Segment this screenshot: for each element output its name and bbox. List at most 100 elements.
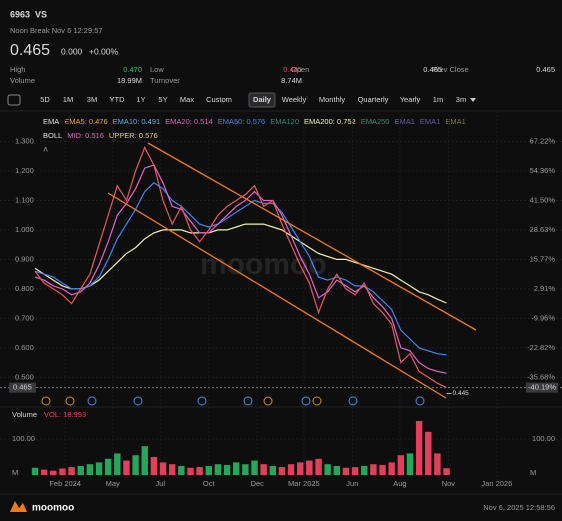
collapse-icon[interactable]: ˄ xyxy=(43,144,48,154)
volume-bar xyxy=(260,464,267,475)
trend-line xyxy=(147,142,477,331)
volume-bar xyxy=(114,453,121,475)
y-tick-label: 1.200 xyxy=(15,166,34,175)
selected-highlight xyxy=(248,92,276,108)
quote-value: 8.74M xyxy=(281,76,302,85)
volume-unit: M xyxy=(530,468,536,477)
x-tick-label: Nov xyxy=(442,479,456,488)
event-icon[interactable] xyxy=(348,396,358,406)
volume-bar xyxy=(269,466,276,475)
volume-bar xyxy=(242,464,249,475)
volume-bar xyxy=(59,468,66,475)
volume-bar xyxy=(68,467,75,475)
volume-bar xyxy=(40,469,48,475)
quote-label: Volume xyxy=(10,76,35,85)
last-price-label: 0.465 xyxy=(13,383,32,392)
last-pct-label: -40.19% xyxy=(528,383,556,392)
event-icon[interactable] xyxy=(301,396,311,406)
volume-bar xyxy=(232,462,240,475)
volume-bar xyxy=(178,466,185,475)
volume-bar xyxy=(278,467,286,475)
event-icon[interactable] xyxy=(41,396,51,406)
volume-bar xyxy=(333,466,341,475)
interval-button[interactable]: Monthly xyxy=(319,95,346,104)
y2-tick-label: 2.91% xyxy=(534,284,556,293)
volume-bar xyxy=(205,466,212,475)
legend-entry: EMA50: 0.576 xyxy=(218,117,266,126)
interval-button[interactable]: 1m xyxy=(433,95,443,104)
volume-bar xyxy=(77,466,84,475)
quote-value: 0.445 xyxy=(283,65,302,74)
last-price-box xyxy=(9,382,36,393)
interval-button[interactable]: Yearly xyxy=(400,95,421,104)
range-button[interactable]: 5D xyxy=(40,95,50,104)
event-icon[interactable] xyxy=(133,396,143,406)
volume-bar xyxy=(104,458,112,475)
range-button[interactable]: YTD xyxy=(110,95,126,104)
y2-tick-label: 28.63% xyxy=(530,225,556,234)
legend-entry: EMA5: 0.476 xyxy=(64,117,107,126)
y2-tick-label: -9.96% xyxy=(531,313,555,322)
y2-tick-label: 54.36% xyxy=(530,166,556,175)
volume-bar xyxy=(214,464,222,475)
interval-button[interactable]: 3m xyxy=(456,95,466,104)
volume-bar xyxy=(370,464,377,475)
volume-bar xyxy=(141,446,148,475)
volume-chart: 100.00 100.00 xyxy=(0,421,562,475)
dropdown-arrow[interactable] xyxy=(470,98,476,102)
price-chart: 1.300 1.200 1.100 1.000 0.900 0.800 0.700 0.600… xyxy=(0,115,562,488)
range-button[interactable]: 1Y xyxy=(136,95,145,104)
market-status: Noon Break Nov 6 12:29:57 xyxy=(10,26,103,35)
series-line xyxy=(34,164,447,374)
x-tick-label: Aug xyxy=(393,479,406,488)
x-tick-label: Jun xyxy=(346,479,358,488)
event-icon[interactable] xyxy=(243,396,253,406)
interval-button[interactable]: Quarterly xyxy=(358,95,389,104)
volume-bar xyxy=(379,464,386,475)
y-tick-label: 100.00 xyxy=(532,434,555,443)
volume-bar xyxy=(351,467,359,475)
series-line xyxy=(34,182,447,356)
legend-entry: EMA1 xyxy=(420,117,440,126)
x-tick-label: Feb 2024 xyxy=(49,479,81,488)
legend-entry: EMA200: 0.752 xyxy=(304,117,356,126)
interval-button[interactable]: Daily xyxy=(253,95,272,104)
event-icon[interactable] xyxy=(197,396,207,406)
volume-bar xyxy=(434,453,441,475)
range-button[interactable]: 1M xyxy=(63,95,73,104)
x-tick-label: Jul xyxy=(155,479,165,488)
quote-label: Low xyxy=(150,65,164,74)
range-button[interactable]: 3M xyxy=(87,95,97,104)
volume-bar xyxy=(297,462,304,475)
event-icon[interactable] xyxy=(312,396,322,406)
volume-unit: M xyxy=(12,468,18,477)
last-pct-box xyxy=(526,382,558,393)
volume-bar xyxy=(306,460,313,475)
volume-bar xyxy=(196,467,203,475)
y-tick-label: 1.100 xyxy=(15,195,34,204)
volume-bar xyxy=(388,462,395,475)
interval-button[interactable]: Weekly xyxy=(282,95,307,104)
range-button[interactable]: Custom xyxy=(206,95,232,104)
event-icon[interactable] xyxy=(263,396,273,406)
event-icon[interactable] xyxy=(415,396,425,406)
low-label: 0.445 xyxy=(453,390,470,397)
settings-icon[interactable] xyxy=(7,94,21,106)
range-button[interactable]: Max xyxy=(180,95,194,104)
y-tick-label: 0.900 xyxy=(15,254,34,263)
y2-tick-label: 15.77% xyxy=(530,254,556,263)
volume-bar xyxy=(443,468,450,475)
quote-label: High xyxy=(10,65,25,74)
volume-bar xyxy=(397,455,405,475)
event-icon[interactable] xyxy=(65,396,75,406)
series-line xyxy=(34,145,447,389)
range-button[interactable]: 5Y xyxy=(158,95,167,104)
y-tick-label: 0.600 xyxy=(15,343,34,352)
toolbar: 5D 1M 3M YTD 1Y 5Y Max Custom Daily Weekly Monthly… xyxy=(7,92,476,108)
legend-entry: EMA1 xyxy=(394,117,414,126)
volume-bar xyxy=(415,421,423,475)
event-icon[interactable] xyxy=(87,396,97,406)
volume-bar xyxy=(159,462,167,475)
volume-bar xyxy=(315,458,322,475)
